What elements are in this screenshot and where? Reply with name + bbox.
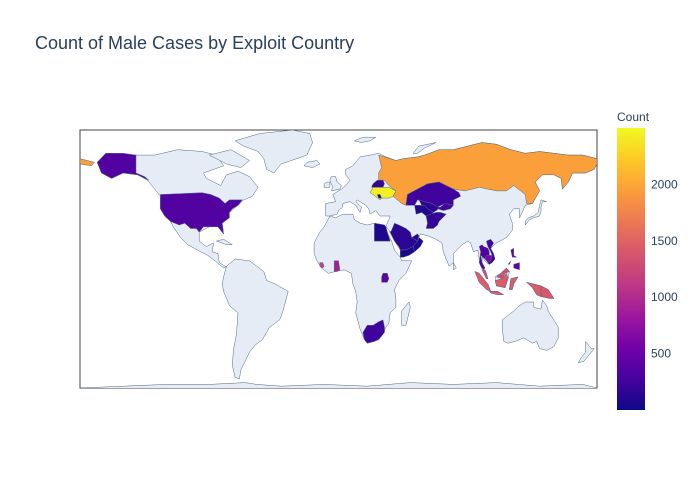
region-oman bbox=[412, 237, 424, 253]
colorbar-tick-label: 1000 bbox=[651, 290, 678, 304]
region-moldova bbox=[376, 194, 382, 199]
region-uganda bbox=[381, 273, 390, 283]
land-uk bbox=[329, 176, 342, 192]
region-philippines bbox=[513, 262, 520, 271]
region-philippines bbox=[510, 247, 518, 258]
land-svalbard bbox=[353, 136, 377, 143]
land-novaya-zemlya bbox=[412, 142, 437, 154]
land-japan bbox=[524, 199, 547, 226]
colorbar bbox=[617, 128, 645, 410]
region-vietnam bbox=[486, 238, 496, 265]
region-indonesia bbox=[509, 276, 519, 290]
region-indonesia bbox=[488, 291, 505, 296]
region-sierra-leone bbox=[319, 262, 325, 269]
region-egypt bbox=[374, 222, 391, 242]
region-russia bbox=[80, 158, 95, 167]
land-iceland bbox=[303, 160, 321, 168]
colorbar-tick-label: 2000 bbox=[651, 177, 678, 191]
land-cuba bbox=[215, 239, 234, 245]
region-united-states bbox=[160, 192, 243, 235]
region-papua-new-guinea bbox=[540, 285, 555, 299]
region-indonesia bbox=[526, 282, 542, 297]
region-south-africa bbox=[362, 319, 385, 344]
land-madagascar bbox=[401, 301, 411, 326]
land-south-america bbox=[221, 258, 289, 380]
land-baffin bbox=[208, 149, 250, 168]
land-antarctica bbox=[80, 382, 597, 388]
region-malaysia bbox=[481, 269, 489, 279]
region-yemen bbox=[400, 246, 415, 258]
region-malaysia bbox=[495, 267, 510, 280]
region-russia bbox=[378, 142, 597, 206]
colorbar-title: Count bbox=[617, 110, 650, 124]
land-ireland bbox=[323, 181, 331, 188]
colorbar-tick-label: 1500 bbox=[651, 234, 678, 248]
region-belarus bbox=[371, 179, 385, 188]
region-ghana bbox=[333, 260, 341, 272]
region-united-arab-emirates bbox=[411, 233, 420, 242]
region-kyrgyzstan bbox=[437, 203, 454, 211]
region-afghanistan bbox=[425, 212, 447, 229]
land-sri-lanka bbox=[453, 262, 457, 271]
land-africa bbox=[313, 213, 413, 344]
region-philippines bbox=[507, 260, 512, 265]
chart-title: Count of Male Cases by Exploit Country bbox=[35, 33, 355, 53]
colorbar-tick-label: 500 bbox=[651, 347, 671, 361]
land-australia bbox=[501, 299, 559, 351]
land-new-zealand bbox=[577, 340, 595, 364]
region-united-states bbox=[96, 153, 150, 181]
land-greenland bbox=[234, 130, 313, 174]
